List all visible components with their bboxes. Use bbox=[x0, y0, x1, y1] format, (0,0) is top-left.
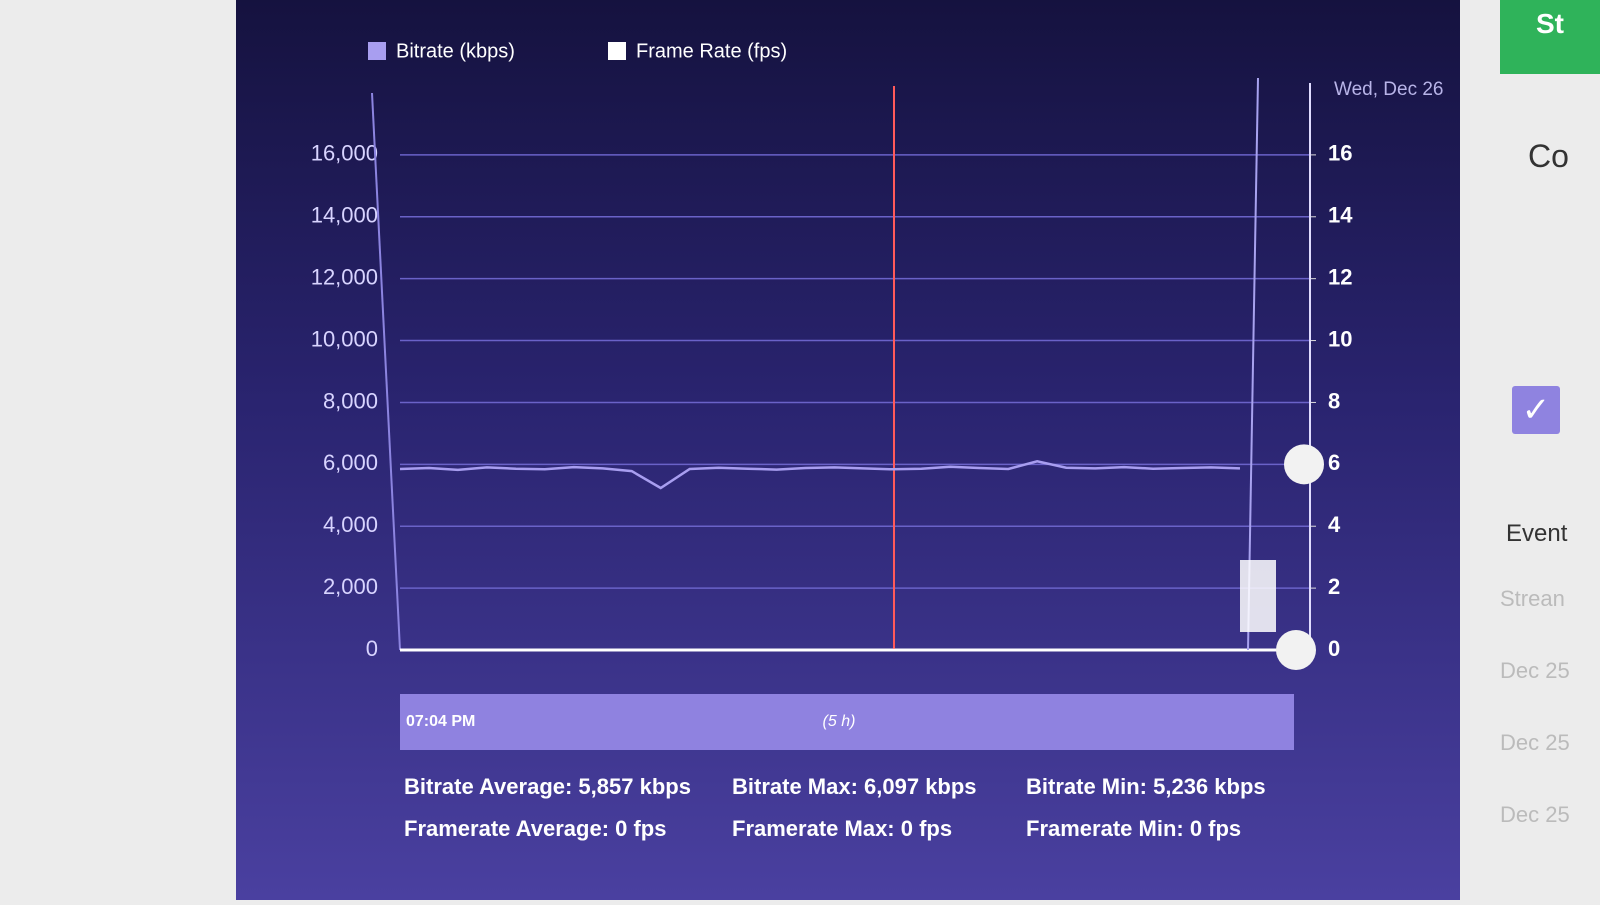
y-tick-label: 10,000 bbox=[311, 326, 378, 351]
y2-tick-label: 8 bbox=[1328, 388, 1340, 413]
legend-label: Bitrate (kbps) bbox=[396, 40, 515, 62]
y-tick-label: 8,000 bbox=[323, 388, 378, 413]
y-tick-label: 16,000 bbox=[311, 141, 378, 166]
stat: Bitrate Min: 5,236 kbps bbox=[1026, 774, 1266, 799]
handle bbox=[1276, 630, 1316, 670]
section-heading: Co bbox=[1528, 138, 1569, 174]
y-tick-label: 4,000 bbox=[323, 512, 378, 537]
legend-swatch bbox=[608, 42, 626, 60]
navigator-span: (5 h) bbox=[823, 713, 856, 730]
y2-tick-label: 14 bbox=[1328, 203, 1353, 228]
zoom-box bbox=[1240, 560, 1276, 632]
handle bbox=[1284, 444, 1324, 485]
stat: Framerate Average: 0 fps bbox=[404, 816, 667, 841]
start-button[interactable]: St bbox=[1500, 0, 1600, 74]
event-item: Dec 25 bbox=[1500, 802, 1570, 827]
y2-tick-label: 0 bbox=[1328, 636, 1340, 661]
event-item: Dec 25 bbox=[1500, 658, 1570, 683]
navigator-start: 07:04 PM bbox=[406, 713, 475, 730]
legend-label: Frame Rate (fps) bbox=[636, 40, 787, 62]
y-tick-label: 12,000 bbox=[311, 264, 378, 289]
date-label: Wed, Dec 26 bbox=[1334, 79, 1443, 100]
y-tick-label: 14,000 bbox=[311, 203, 378, 228]
y-tick-label: 2,000 bbox=[323, 574, 378, 599]
stat: Framerate Max: 0 fps bbox=[732, 816, 952, 841]
event-item: Dec 25 bbox=[1500, 730, 1570, 755]
events-title: Event bbox=[1506, 520, 1568, 547]
y-tick-label: 0 bbox=[366, 636, 378, 661]
navigator bbox=[400, 694, 1294, 750]
y2-tick-label: 16 bbox=[1328, 141, 1352, 166]
stat: Bitrate Max: 6,097 kbps bbox=[732, 774, 977, 799]
series-line bbox=[399, 460, 1241, 490]
y2-tick-label: 2 bbox=[1328, 574, 1340, 599]
y2-tick-label: 12 bbox=[1328, 264, 1352, 289]
y-tick-label: 6,000 bbox=[323, 450, 378, 475]
legend-swatch bbox=[368, 42, 386, 60]
event-item: Strean bbox=[1500, 586, 1565, 611]
checkbox[interactable]: ✓ bbox=[1512, 386, 1560, 434]
y2-tick-label: 10 bbox=[1328, 326, 1352, 351]
stat: Bitrate Average: 5,857 kbps bbox=[404, 774, 691, 799]
date-divider bbox=[1247, 77, 1259, 651]
y2-tick-label: 6 bbox=[1328, 450, 1340, 475]
chart-panel: 0 2,000 4,000 6,000 8,000 10,000 12,000 14,000 1… bbox=[236, 0, 1460, 900]
chart: 0 2,000 4,000 6,000 8,000 10,000 12,000 14,000 1… bbox=[311, 40, 1444, 841]
stat: Framerate Min: 0 fps bbox=[1026, 816, 1241, 841]
y-axis bbox=[371, 92, 401, 651]
y2-tick-label: 4 bbox=[1328, 512, 1341, 537]
